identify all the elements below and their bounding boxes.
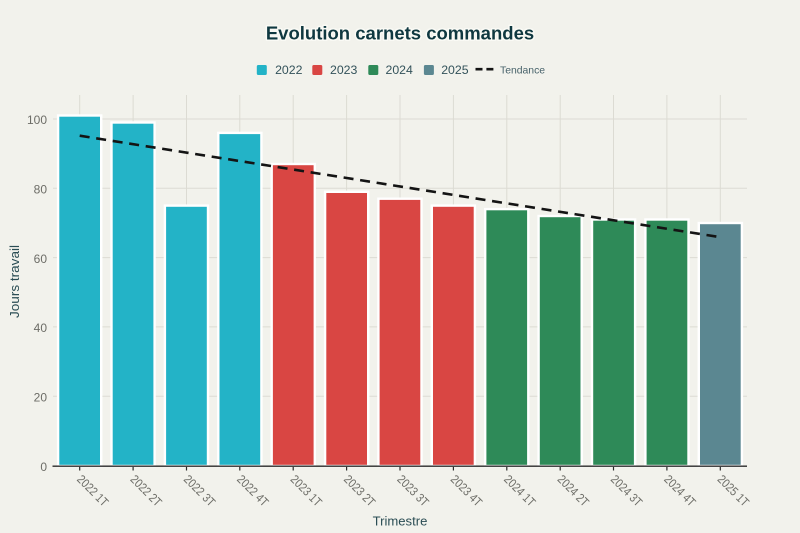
svg-text:2025: 2025 <box>441 63 469 77</box>
svg-text:Trimestre: Trimestre <box>373 514 428 529</box>
svg-text:Jours travail: Jours travail <box>7 245 22 318</box>
svg-text:20: 20 <box>34 390 48 404</box>
svg-text:60: 60 <box>34 252 48 266</box>
svg-text:0: 0 <box>40 460 47 474</box>
svg-text:80: 80 <box>34 183 48 197</box>
svg-text:2023: 2023 <box>330 63 358 77</box>
svg-text:40: 40 <box>34 321 48 335</box>
svg-text:2024: 2024 <box>386 63 414 77</box>
svg-text:Evolution carnets commandes: Evolution carnets commandes <box>266 23 534 44</box>
svg-text:100: 100 <box>27 113 47 127</box>
svg-text:Tendance: Tendance <box>500 65 545 76</box>
svg-text:2022: 2022 <box>275 63 303 77</box>
